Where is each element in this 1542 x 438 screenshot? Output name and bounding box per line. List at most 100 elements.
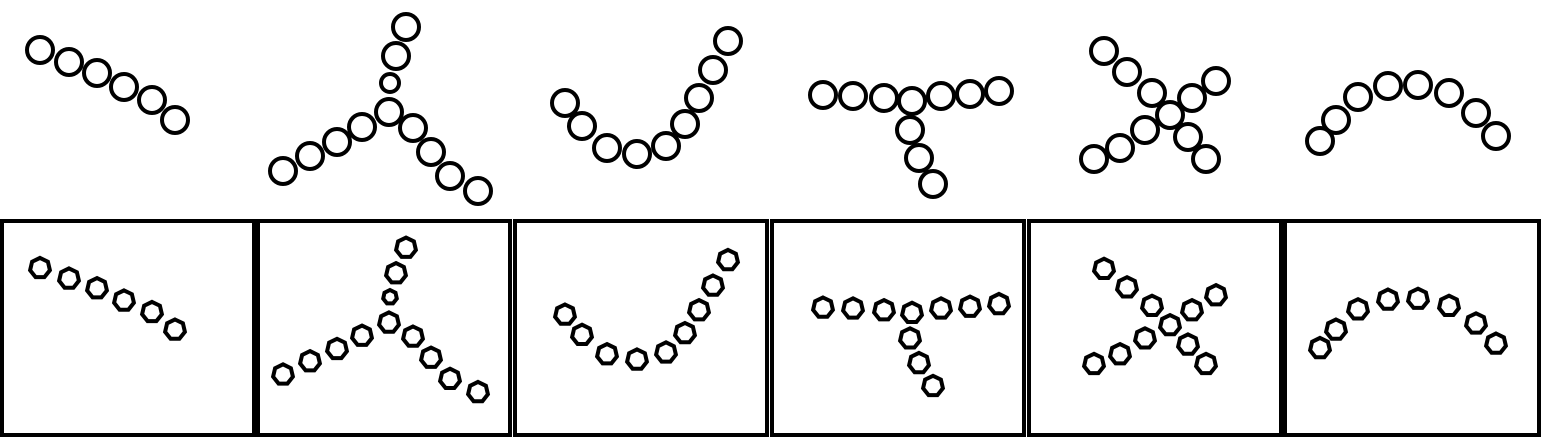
ring (347, 112, 377, 142)
ring-outline (1345, 296, 1371, 321)
ring (1343, 82, 1373, 112)
ring (984, 76, 1014, 106)
ring-outline (928, 296, 954, 320)
ring (160, 105, 190, 135)
ring (1403, 70, 1433, 100)
ring (82, 58, 112, 88)
ring-outline (270, 362, 296, 386)
ring-outline (1157, 312, 1183, 337)
ring-outline (1193, 351, 1219, 376)
ring (1481, 121, 1511, 151)
ring-outline (376, 310, 402, 334)
ring-outline (1463, 311, 1489, 335)
ring (381, 41, 411, 71)
ring-outline (1405, 286, 1431, 310)
ring-outline (1114, 274, 1140, 299)
ring (592, 133, 622, 163)
ring (550, 88, 580, 118)
ring (322, 127, 352, 157)
ring-outline (381, 287, 399, 306)
frame (256, 219, 512, 437)
ring-outline (840, 296, 866, 320)
ring-outline (906, 350, 932, 375)
ring-outline (672, 320, 698, 345)
ring (435, 161, 465, 191)
ring (1373, 71, 1403, 101)
ring-outline (871, 297, 897, 322)
ring (698, 55, 728, 85)
ring-outline (1132, 326, 1158, 350)
ring-outline (569, 322, 595, 346)
ring (904, 143, 934, 173)
ring (808, 80, 838, 110)
ring (374, 97, 404, 127)
ring (838, 81, 868, 111)
ring-outline (111, 288, 137, 312)
ring-outline (715, 247, 741, 272)
ring (567, 111, 597, 141)
ring-outline (1139, 293, 1165, 317)
ring-outline (920, 373, 946, 398)
ring (379, 72, 401, 94)
ring (1105, 133, 1135, 163)
ring-outline (1175, 332, 1201, 356)
ring-outline (349, 323, 375, 347)
ring-outline (1483, 331, 1509, 355)
ring (25, 35, 55, 65)
ring (651, 131, 681, 161)
ring (1434, 78, 1464, 108)
ring-outline (1107, 341, 1133, 366)
ring-outline (1436, 293, 1462, 317)
ring-outline (1091, 256, 1117, 280)
ring (1173, 122, 1203, 152)
ring (1305, 126, 1335, 156)
ring (268, 156, 298, 186)
ring (137, 85, 167, 115)
ring (684, 83, 714, 113)
ring-outline (552, 302, 578, 326)
ring-outline (1081, 351, 1107, 376)
ring (1079, 144, 1109, 174)
ring-outline (400, 324, 426, 348)
ring (670, 109, 700, 139)
ring (1321, 105, 1351, 135)
ring-outline (1179, 297, 1205, 322)
ring-outline (84, 275, 110, 300)
ring (918, 169, 948, 199)
ring (391, 12, 421, 42)
ring-outline (899, 300, 925, 324)
ring-outline (1307, 335, 1333, 360)
ring-outline (465, 379, 491, 404)
ring-outline (957, 294, 983, 318)
ring-outline (383, 260, 409, 285)
ring-outline (653, 340, 679, 364)
ring (109, 72, 139, 102)
ring-outline (986, 291, 1012, 316)
ring-outline (1323, 317, 1349, 341)
ring-outline (686, 297, 712, 322)
ring (869, 83, 899, 113)
ring (1155, 100, 1185, 130)
ring (1201, 66, 1231, 96)
ring-outline (1203, 282, 1229, 307)
ring-outline (624, 347, 650, 371)
ring (1177, 83, 1207, 113)
ring-outline (810, 295, 836, 319)
ring (416, 137, 446, 167)
ring (955, 79, 985, 109)
ring (897, 86, 927, 116)
ring (1089, 36, 1119, 66)
ring-outline (162, 317, 188, 341)
ring-outline (437, 366, 463, 390)
ring-outline (27, 255, 53, 280)
ring-outline (139, 299, 165, 324)
ring-outline (418, 345, 444, 369)
ring (1191, 144, 1221, 174)
ring-outline (1375, 287, 1401, 311)
ring-outline (393, 235, 419, 259)
ring (713, 26, 743, 56)
ring-outline (56, 266, 82, 290)
ring (1130, 115, 1160, 145)
